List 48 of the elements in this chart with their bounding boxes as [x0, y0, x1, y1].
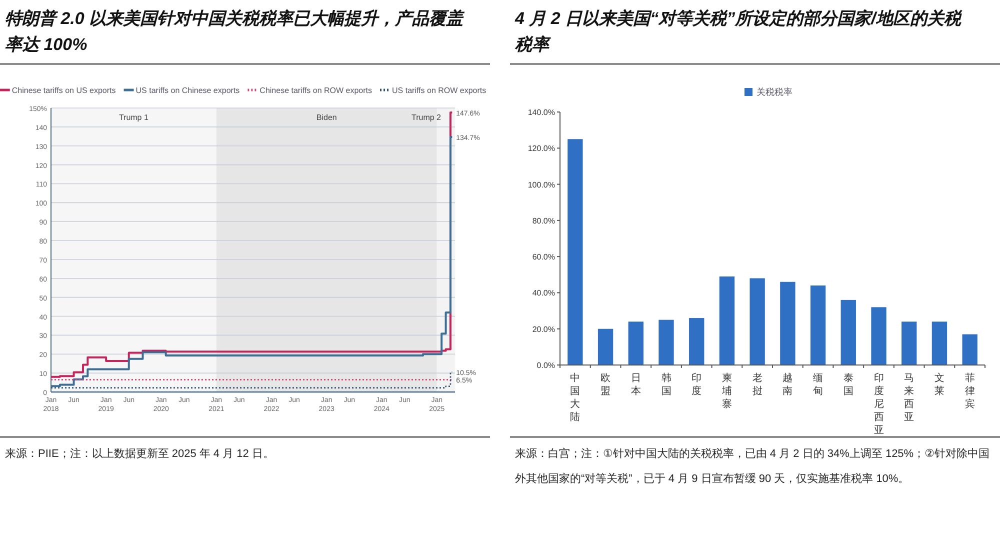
x-tick-label: 文莱 — [934, 372, 944, 397]
legend-label: US tariffs on Chinese exports — [136, 86, 240, 95]
y-tick-label: 140.0% — [528, 108, 555, 117]
bar — [780, 282, 796, 365]
x-tick-label: 中国大陆 — [570, 372, 580, 423]
source-note: 来源：白宫；注：①针对中国大陆的关税税率，已由 4 月 2 日的 34%上调至 125%；②针对除中国外其他国家的“对等关税”，已于 4 月 9 日宣布暂缓 90 天，仅实施基准税率 10%。 — [515, 447, 990, 485]
bar — [871, 307, 886, 365]
y-tick-label: 100.0% — [528, 180, 555, 190]
bar — [962, 334, 978, 365]
chart-title: 特朗普 2.0 以来美国针对中国关税税率已大幅提升，产品覆盖率达 100% — [5, 8, 466, 54]
legend-label: Chinese tariffs on ROW exports — [260, 86, 372, 95]
bar — [598, 328, 614, 365]
y-tick-label: 0.0% — [536, 361, 555, 370]
band-label: Trump 2 — [412, 113, 442, 122]
x-tick-label: 越南 — [782, 372, 793, 397]
x-tick-label: 泰国 — [843, 373, 854, 397]
bar — [689, 318, 704, 365]
bar — [840, 300, 856, 365]
bar — [810, 285, 826, 365]
x-tick-label: 韩国 — [661, 372, 672, 397]
bar — [902, 322, 917, 365]
bar — [628, 322, 644, 365]
x-tick-label: 印度尼西亚 — [874, 372, 884, 436]
x-tick-label: 印度 — [692, 372, 702, 397]
legend-label: 关税税率 — [756, 87, 792, 97]
x-tick-label: 缅甸 — [813, 373, 824, 397]
legend-label: Chinese tariffs on US exports — [12, 86, 116, 95]
bar — [750, 278, 765, 365]
y-tick-label: 20.0% — [532, 324, 555, 334]
y-tick-label: 120.0% — [528, 144, 555, 154]
band-label: Biden — [316, 113, 337, 122]
bar — [568, 139, 583, 365]
x-tick-label: 马来西亚 — [904, 373, 914, 423]
x-tick-label: 柬埔寨 — [720, 372, 732, 410]
y-tick-label: 80.0% — [532, 216, 555, 226]
x-tick-label: 老挝 — [752, 372, 762, 397]
bar — [719, 276, 735, 365]
chart-title: 4 月 2 日以来美国“对等关税”所设定的部分国家/地区的关税税率 — [514, 8, 963, 54]
x-tick-label: 菲律宾 — [964, 372, 975, 410]
y-tick-label: 60.0% — [532, 252, 555, 262]
y-tick-label: 40.0% — [532, 288, 555, 298]
band-label: Trump 1 — [118, 113, 149, 122]
source-note: 来源：PIIE；注：以上数据更新至 2025 年 4 月 12 日。 — [5, 447, 274, 460]
bar — [932, 322, 948, 365]
legend-label: US tariffs on ROW exports — [392, 86, 486, 95]
bar — [658, 320, 674, 365]
x-tick-label: 日本 — [630, 373, 641, 397]
x-tick-label: 欧盟 — [600, 373, 611, 397]
